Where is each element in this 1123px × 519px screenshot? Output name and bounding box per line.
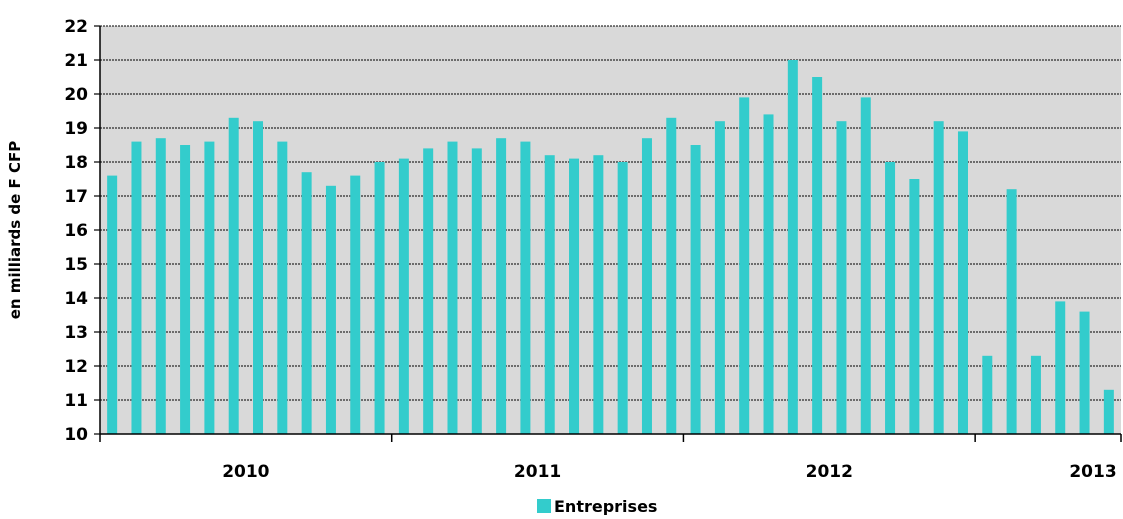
- bar: [496, 138, 507, 434]
- bar: [325, 185, 336, 434]
- x-group-label: 2013: [1069, 462, 1116, 482]
- y-tick-label: 10: [64, 425, 88, 445]
- y-tick-label: 17: [64, 187, 88, 207]
- legend-label: Entreprises: [554, 497, 657, 515]
- bar: [155, 138, 166, 434]
- bar: [666, 117, 677, 435]
- y-tick-label: 20: [64, 85, 88, 105]
- bar: [885, 162, 896, 434]
- y-tick-label: 11: [64, 391, 88, 411]
- y-axis-title: en milliards de F CFP: [6, 141, 24, 320]
- bar: [690, 145, 701, 434]
- x-group-label: 2012: [806, 462, 853, 482]
- y-tick-label: 18: [64, 153, 88, 173]
- bar: [812, 77, 823, 434]
- bar: [1103, 389, 1114, 434]
- bar: [374, 162, 385, 434]
- bar: [641, 138, 652, 434]
- y-tick-label: 15: [64, 255, 88, 275]
- bar: [253, 121, 264, 434]
- bar: [957, 131, 968, 434]
- bar: [1055, 301, 1066, 434]
- bar: [277, 141, 288, 434]
- bar: [350, 175, 361, 434]
- bar: [836, 121, 847, 434]
- bar: [739, 97, 750, 435]
- bar: [520, 141, 531, 434]
- y-tick-label: 12: [64, 357, 88, 377]
- bar: [107, 175, 118, 434]
- bar: [593, 155, 604, 434]
- x-group-label: 2010: [222, 462, 269, 482]
- bar: [617, 162, 628, 434]
- bar: [569, 158, 580, 434]
- bar: [763, 114, 774, 435]
- bar: [982, 355, 993, 434]
- bar: [471, 148, 482, 434]
- bar: [180, 145, 191, 434]
- bar: [301, 172, 312, 434]
- bar: [787, 60, 798, 434]
- x-group-label: 2011: [514, 462, 561, 482]
- bar: [1079, 311, 1090, 434]
- bar: [933, 121, 944, 434]
- bar: [398, 158, 409, 434]
- legend-swatch: [537, 499, 551, 513]
- bar: [860, 97, 871, 435]
- bar: [204, 141, 215, 434]
- bar: [131, 141, 142, 434]
- bar: [714, 121, 725, 434]
- y-tick-label: 22: [64, 17, 88, 37]
- bar: [447, 141, 458, 434]
- y-tick-label: 13: [64, 323, 88, 343]
- y-tick-label: 14: [64, 289, 88, 309]
- y-tick-label: 19: [64, 119, 88, 139]
- bar: [1030, 355, 1041, 434]
- y-tick-label: 21: [64, 51, 88, 71]
- bar: [544, 155, 555, 434]
- bar: [909, 179, 920, 434]
- bar: [228, 117, 239, 435]
- bar: [1006, 189, 1017, 434]
- y-tick-label: 16: [64, 221, 88, 241]
- bar: [423, 148, 434, 434]
